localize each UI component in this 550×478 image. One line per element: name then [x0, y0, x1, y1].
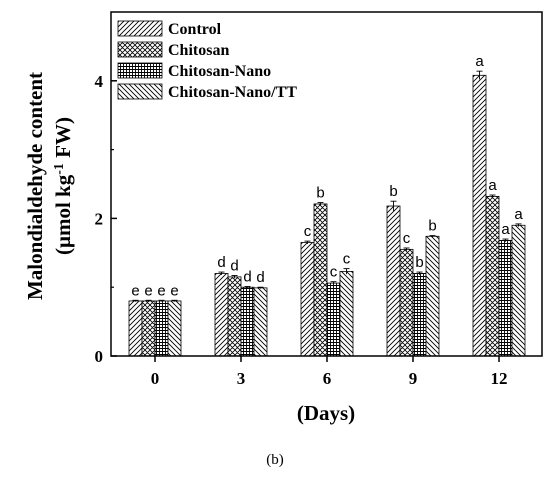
legend-item: Control: [117, 20, 222, 38]
bar-diag-up-12: [472, 74, 487, 357]
legend-swatch: [117, 83, 163, 100]
error-bar: [476, 70, 483, 80]
legend: Control Chitosan Chitosan-Nano Chitosan-Nan…: [117, 20, 297, 101]
bar-diag-up-0: [128, 300, 143, 357]
bar-grid-9: [412, 273, 427, 357]
significance-letter: e: [157, 282, 165, 299]
legend-item: Chitosan-Nano/TT: [117, 83, 297, 101]
y-tick-label: 4: [95, 72, 104, 91]
error-bar: [244, 286, 251, 288]
significance-letter: a: [475, 53, 484, 70]
y-tick-label: 0: [95, 347, 104, 366]
error-bar: [489, 194, 496, 198]
error-bar: [515, 223, 522, 227]
error-bar: [429, 235, 436, 237]
x-tick-label: 3: [237, 369, 246, 388]
significance-letter: e: [131, 282, 139, 299]
significance-letter: e: [144, 282, 152, 299]
x-tick-label: 12: [491, 369, 508, 388]
x-tick-label: 0: [151, 369, 160, 388]
error-bar: [330, 281, 337, 285]
error-bar: [132, 299, 139, 302]
legend-item: Chitosan-Nano: [117, 62, 271, 80]
significance-letter: e: [170, 282, 178, 299]
legend-swatch: [117, 20, 163, 37]
significance-letter: d: [243, 269, 251, 286]
bar-diag-up-9: [386, 205, 401, 357]
bar-grid-12: [498, 240, 513, 357]
legend-label: Chitosan-Nano/TT: [168, 84, 297, 101]
y-axis: 0 2 4: [95, 72, 117, 366]
bars-layer: [128, 74, 526, 357]
error-bars-layer: [132, 70, 522, 302]
error-bar: [343, 268, 350, 275]
significance-letter: b: [316, 185, 324, 202]
bar-crosshatch-12: [485, 195, 500, 357]
bar-diag-down-12: [511, 224, 526, 357]
significance-letter: d: [256, 269, 264, 286]
bar-diag-down-0: [167, 300, 182, 357]
error-bar: [231, 275, 238, 279]
significance-letter: c: [343, 251, 351, 268]
x-axis: 0 3 6 9 12: [151, 356, 508, 388]
significance-letter: c: [330, 264, 338, 281]
bar-crosshatch-3: [227, 276, 242, 357]
bar-crosshatch-6: [313, 203, 328, 357]
figure-caption: (b): [266, 452, 284, 468]
significance-letter: d: [217, 254, 225, 271]
legend-item: Chitosan: [117, 41, 229, 59]
legend-swatch: [117, 62, 163, 79]
bar-diag-up-3: [214, 273, 229, 357]
error-bar: [416, 271, 423, 275]
bar-grid-6: [326, 282, 341, 357]
legend-label: Chitosan-Nano: [168, 63, 271, 80]
significance-letter: b: [415, 254, 423, 271]
bar-crosshatch-0: [141, 300, 156, 357]
significance-letter: d: [230, 258, 238, 275]
x-tick-label: 6: [323, 369, 332, 388]
error-bar: [145, 299, 152, 302]
bar-grid-3: [240, 286, 255, 357]
significance-letter: a: [488, 177, 497, 194]
significance-letter: c: [304, 223, 312, 240]
bar-diag-down-9: [425, 235, 440, 357]
bar-diag-down-6: [339, 270, 354, 357]
x-axis-title: (Days): [297, 401, 355, 425]
error-bar: [403, 247, 410, 251]
bar-grid-0: [154, 300, 169, 357]
error-bar: [171, 299, 178, 302]
legend-swatch: [117, 41, 163, 58]
bar-crosshatch-9: [399, 248, 414, 357]
bar-diag-down-3: [253, 287, 268, 357]
significance-letter: b: [389, 183, 397, 200]
y-tick-label: 2: [95, 209, 104, 228]
error-bar: [158, 299, 165, 302]
y-axis-title-line1: Malondialdehyde content: [23, 72, 47, 300]
error-bar: [304, 240, 311, 244]
error-bar: [257, 286, 264, 289]
significance-letter: a: [501, 221, 510, 238]
significance-letter: b: [428, 218, 436, 235]
error-bar: [218, 271, 225, 275]
error-bar: [317, 202, 324, 206]
bar-diag-up-6: [300, 242, 315, 357]
y-axis-title-line2: (μmol kg-1 FW): [51, 117, 75, 255]
x-tick-label: 9: [409, 369, 418, 388]
legend-label: Control: [168, 21, 222, 38]
legend-label: Chitosan: [168, 42, 229, 59]
error-bar: [502, 238, 509, 242]
significance-letter: c: [403, 230, 411, 247]
error-bar: [390, 200, 397, 211]
significance-letter: a: [514, 206, 523, 223]
